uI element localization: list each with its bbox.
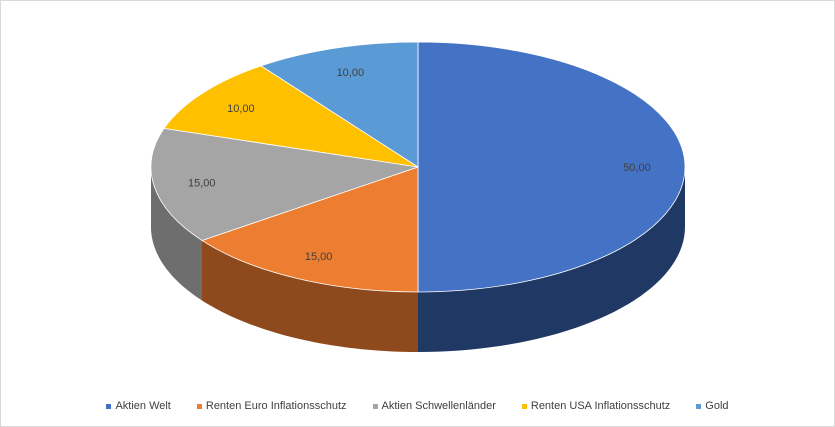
pie-sides [151,167,685,352]
legend-label: Gold [705,400,729,412]
pie-data-labels: 50,00 15,00 15,00 10,00 10,00 [188,67,651,263]
legend-item-aktien-schwellenl-nder: Aktien Schwellenländer [372,400,496,412]
data-label-aktien-welt: 50,00 [623,162,651,174]
pie-slice-renten-usa-inflationsschutz [163,65,419,168]
legend-item-renten-usa-inflationsschutz: Renten USA Inflationsschutz [521,400,671,412]
pie-side-aktien-welt [418,167,685,352]
data-label-renten-usa-inflationsschutz: 10,00 [227,103,255,115]
data-label-aktien-schwellenl-nder: 15,00 [188,178,216,190]
pie-slice-aktien-welt [417,41,686,293]
legend-swatch [372,403,378,409]
legend-item-gold: Gold [696,400,729,412]
pie-slice-renten-euro-inflationsschutz [201,166,419,293]
legend-label: Aktien Schwellenländer [381,400,496,412]
pie-slice-aktien-schwellenl-nder [150,127,419,241]
legend-swatch [196,403,202,409]
legend-item-renten-euro-inflationsschutz: Renten Euro Inflationsschutz [196,400,347,412]
legend-label: Renten Euro Inflationsschutz [205,400,347,412]
pie-side-renten-euro-inflationsschutz [201,240,418,352]
pie-slice-gold [260,41,419,168]
data-label-renten-euro-inflationsschutz: 15,00 [305,251,333,263]
legend-label: Aktien Welt [115,400,171,412]
chart-legend: Aktien Welt Renten Euro Inflationsschutz A… [0,400,835,412]
pie-slices [150,41,686,293]
pie-side-aktien-schwellenl-nder [151,167,202,301]
legend-swatch [521,403,527,409]
legend-label: Renten USA Inflationsschutz [530,400,671,412]
legend-swatch [696,403,702,409]
data-label-gold: 10,00 [337,67,365,79]
legend-item-aktien-welt: Aktien Welt [106,400,171,412]
legend-swatch [106,403,112,409]
